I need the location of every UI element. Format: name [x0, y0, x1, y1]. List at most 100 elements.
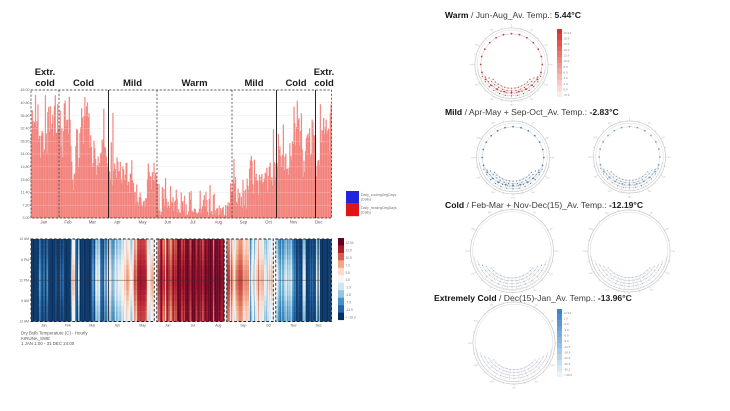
svg-text:<0.9: <0.9: [564, 93, 570, 97]
svg-text:270: 270: [588, 157, 592, 159]
svg-text:270: 270: [468, 343, 472, 345]
svg-text:30: 30: [530, 30, 533, 32]
svg-text:240: 240: [593, 177, 597, 179]
svg-text:180: 180: [510, 296, 514, 298]
svg-text:120: 120: [662, 177, 666, 179]
svg-text:240: 240: [589, 273, 593, 275]
svg-text:Extremely Cold / Dec(15)-Jan_A: Extremely Cold / Dec(15)-Jan_Av. Temp.: …: [434, 293, 632, 303]
svg-text:90: 90: [550, 64, 553, 66]
svg-text:300: 300: [589, 229, 593, 231]
svg-text:May: May: [139, 324, 146, 328]
svg-text:60: 60: [546, 137, 549, 139]
svg-text:3.8: 3.8: [346, 278, 351, 282]
svg-text:May: May: [139, 220, 148, 225]
svg-text:3.00: 3.00: [23, 216, 30, 220]
svg-text:20.94: 20.94: [564, 31, 572, 35]
svg-text:Sep: Sep: [240, 324, 246, 328]
svg-text:0: 0: [511, 206, 513, 208]
svg-text:Jun: Jun: [164, 220, 171, 225]
svg-text:Cold: Cold: [285, 78, 306, 89]
svg-text:330: 330: [490, 304, 494, 306]
svg-text:Feb: Feb: [64, 220, 72, 225]
svg-text:-7.9: -7.9: [346, 301, 352, 305]
svg-text:28.20: 28.20: [21, 139, 30, 143]
svg-text:11.40: 11.40: [21, 191, 30, 195]
svg-text:-0.9: -0.9: [564, 322, 570, 326]
svg-text:300: 300: [593, 137, 597, 139]
svg-text:1.9: 1.9: [564, 317, 569, 321]
svg-text:Nov: Nov: [290, 220, 298, 225]
svg-text:210: 210: [490, 382, 494, 384]
svg-text:90: 90: [668, 157, 671, 159]
svg-text:2.9: 2.9: [564, 82, 569, 86]
svg-text:330: 330: [490, 30, 494, 32]
svg-text:120: 120: [544, 85, 548, 87]
svg-text:90: 90: [672, 251, 675, 253]
svg-text:60: 60: [550, 228, 553, 230]
svg-text:-18.9: -18.9: [564, 351, 571, 355]
svg-text:180: 180: [511, 198, 515, 200]
svg-text:300: 300: [471, 228, 475, 230]
svg-text:150: 150: [649, 290, 653, 292]
svg-text:330: 330: [491, 123, 495, 125]
svg-text:Daily_coolingDegDays: Daily_coolingDegDays: [361, 193, 396, 197]
svg-text:210: 210: [605, 290, 609, 292]
svg-text:12.94: 12.94: [564, 311, 572, 315]
svg-text:0: 0: [511, 24, 513, 26]
svg-text:210: 210: [488, 290, 492, 292]
svg-text:30: 30: [650, 212, 653, 214]
svg-text:Cold: Cold: [73, 78, 94, 89]
svg-text:150: 150: [531, 192, 535, 194]
svg-text:-3.8: -3.8: [346, 293, 352, 297]
svg-text:90: 90: [556, 251, 559, 253]
svg-text:19.80: 19.80: [21, 165, 30, 169]
svg-text:Warm: Warm: [181, 78, 207, 89]
svg-text:12.9: 12.9: [564, 54, 570, 58]
svg-text:-26.9: -26.9: [564, 362, 571, 366]
svg-text:15.60: 15.60: [21, 178, 30, 182]
svg-text:240: 240: [471, 273, 475, 275]
svg-text:Jun: Jun: [165, 324, 171, 328]
svg-text:0: 0: [629, 117, 631, 119]
svg-text:270: 270: [471, 157, 475, 159]
svg-text:180: 180: [512, 388, 516, 390]
svg-text:150: 150: [530, 99, 534, 101]
svg-text:150: 150: [647, 191, 651, 193]
svg-text:6 PM: 6 PM: [21, 258, 29, 262]
svg-text:330: 330: [605, 212, 609, 214]
svg-text:0: 0: [513, 298, 515, 300]
svg-text:4.9: 4.9: [564, 76, 569, 80]
svg-text:30: 30: [648, 123, 651, 125]
svg-text:(Daily): (Daily): [361, 210, 371, 214]
svg-text:6.9: 6.9: [564, 71, 569, 75]
svg-text:(Daily): (Daily): [361, 197, 371, 201]
svg-text:-1.9: -1.9: [346, 286, 352, 290]
svg-text:60: 60: [663, 137, 666, 139]
svg-text:45.00: 45.00: [21, 88, 30, 92]
svg-text:300: 300: [476, 137, 480, 139]
svg-text:10.9: 10.9: [564, 59, 570, 63]
svg-text:300: 300: [474, 321, 478, 323]
svg-text:Nov: Nov: [291, 324, 297, 328]
svg-text:60: 60: [666, 229, 669, 231]
svg-text:Apr: Apr: [114, 220, 121, 225]
svg-text:-30.2: -30.2: [564, 368, 571, 372]
svg-text:12 AM: 12 AM: [19, 320, 29, 324]
svg-text:0: 0: [628, 206, 630, 208]
svg-text:Aug: Aug: [215, 324, 221, 328]
svg-text:-22.9: -22.9: [564, 356, 571, 360]
svg-text:-14.9: -14.9: [564, 345, 571, 349]
svg-text:Extr.: Extr.: [314, 67, 335, 78]
svg-text:40.80: 40.80: [21, 101, 30, 105]
svg-text:Oct: Oct: [265, 220, 272, 225]
svg-text:240: 240: [476, 178, 480, 180]
svg-text:30: 30: [535, 304, 538, 306]
svg-text:1 JAN 1:00 - 31 DEC 24:00: 1 JAN 1:00 - 31 DEC 24:00: [21, 341, 75, 346]
svg-text:Jul: Jul: [191, 324, 196, 328]
svg-text:32.40: 32.40: [21, 127, 30, 131]
svg-text:0: 0: [512, 117, 514, 119]
svg-text:Jan: Jan: [41, 324, 47, 328]
svg-text:12 AM: 12 AM: [19, 237, 29, 241]
svg-text:Jul: Jul: [190, 220, 195, 225]
svg-text:7.3: 7.3: [346, 263, 351, 267]
